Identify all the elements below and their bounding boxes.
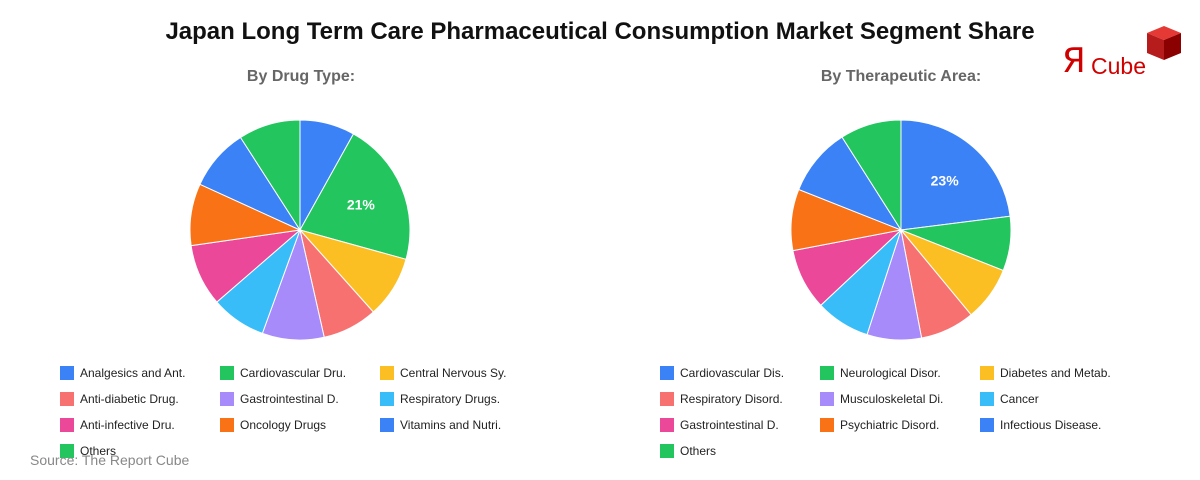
legend-label: Analgesics and Ant. [80,366,186,380]
legend-item[interactable]: Anti-infective Dru. [60,412,220,438]
legend-label: Others [680,444,717,458]
chart-title: Japan Long Term Care Pharmaceutical Cons… [165,18,1035,45]
legend-drug-type: Analgesics and Ant. Cardiovascular Dru. Ce… [60,360,540,464]
legend-label: Respiratory Drugs. [400,392,501,406]
legend-label: Gastrointestinal D. [240,392,339,406]
legend-swatch [820,366,834,380]
legend-swatch [980,392,994,406]
legend-swatch [820,392,834,406]
legend-label: Infectious Disease. [1000,418,1102,432]
legend-swatch [60,418,74,432]
legend-swatch [380,418,394,432]
legend-item[interactable]: Respiratory Disord. [660,386,820,412]
legend-label: Cardiovascular Dru. [240,366,347,380]
legend-item[interactable]: Diabetes and Metab. [980,360,1140,386]
legend-label: Oncology Drugs [240,418,327,432]
pie-slice[interactable] [900,119,1011,231]
legend-item[interactable]: Cancer [980,386,1140,412]
legend-swatch [980,366,994,380]
legend-swatch [820,418,834,432]
legend-label: Respiratory Disord. [680,392,783,406]
pie-slice[interactable] [299,133,411,260]
legend-swatch [980,418,994,432]
legend-therapeutic-area: Cardiovascular Dis. Neurological Disor. Di… [660,360,1140,464]
legend-swatch [380,366,394,380]
legend-label: Cardiovascular Dis. [680,366,785,380]
legend-label: Neurological Disor. [840,366,941,380]
logo-wordmark: Cube [1091,53,1146,79]
legend-item[interactable]: Respiratory Drugs. [380,386,540,412]
legend-item[interactable]: Cardiovascular Dru. [220,360,380,386]
legend-label: Vitamins and Nutri. [400,418,502,432]
legend-label: Central Nervous Sy. [400,366,507,380]
pie-slice[interactable] [239,119,301,232]
legend-swatch [60,392,74,406]
pie-chart-drug-type: 21% [189,119,411,341]
legend-item[interactable]: Neurological Disor. [820,360,980,386]
legend-item[interactable]: Others [60,438,220,464]
legend-item[interactable]: Gastrointestinal D. [220,386,380,412]
legend-swatch [380,392,394,406]
legend-label: Psychiatric Disord. [840,418,940,432]
legend-swatch [660,444,674,458]
legend-label: Gastrointestinal D. [680,418,779,432]
legend-item[interactable]: Anti-diabetic Drug. [60,386,220,412]
legend-item[interactable]: Musculoskeletal Di. [820,386,980,412]
legend-label: Anti-infective Dru. [80,418,175,432]
legend-swatch [220,366,234,380]
legend-label: Anti-diabetic Drug. [80,392,179,406]
legend-swatch [660,366,674,380]
legend-swatch [660,418,674,432]
legend-item[interactable]: Gastrointestinal D. [660,412,820,438]
legend-label: Others [80,444,117,458]
legend-label: Cancer [1000,392,1039,406]
legend-swatch [60,444,74,458]
slice-percent-label: 23% [931,172,960,188]
legend-swatch [220,392,234,406]
legend-item[interactable]: Psychiatric Disord. [820,412,980,438]
legend-item[interactable]: Vitamins and Nutri. [380,412,540,438]
pie-slice[interactable] [841,119,902,232]
legend-label: Diabetes and Metab. [1000,366,1111,380]
legend-item[interactable]: Cardiovascular Dis. [660,360,820,386]
legend-swatch [60,366,74,380]
slice-percent-label: 21% [347,197,376,213]
logo-mark: Я [1062,41,1086,81]
source-note: Source: The Report Cube [30,452,190,468]
cube-icon [1147,26,1181,60]
legend-label: Musculoskeletal Di. [840,392,944,406]
legend-item[interactable]: Others [660,438,820,464]
legend-item[interactable]: Analgesics and Ant. [60,360,220,386]
pie-chart-therapeutic-area: 23% [790,119,1012,341]
legend-item[interactable]: Oncology Drugs [220,412,380,438]
report-cube-logo[interactable]: Я Cube [1062,24,1184,82]
legend-swatch [220,418,234,432]
pie-title-therapeutic-area: By Therapeutic Area: [820,68,982,85]
pie-title-drug-type: By Drug Type: [246,68,356,85]
legend-swatch [660,392,674,406]
legend-item[interactable]: Infectious Disease. [980,412,1140,438]
legend-item[interactable]: Central Nervous Sy. [380,360,540,386]
